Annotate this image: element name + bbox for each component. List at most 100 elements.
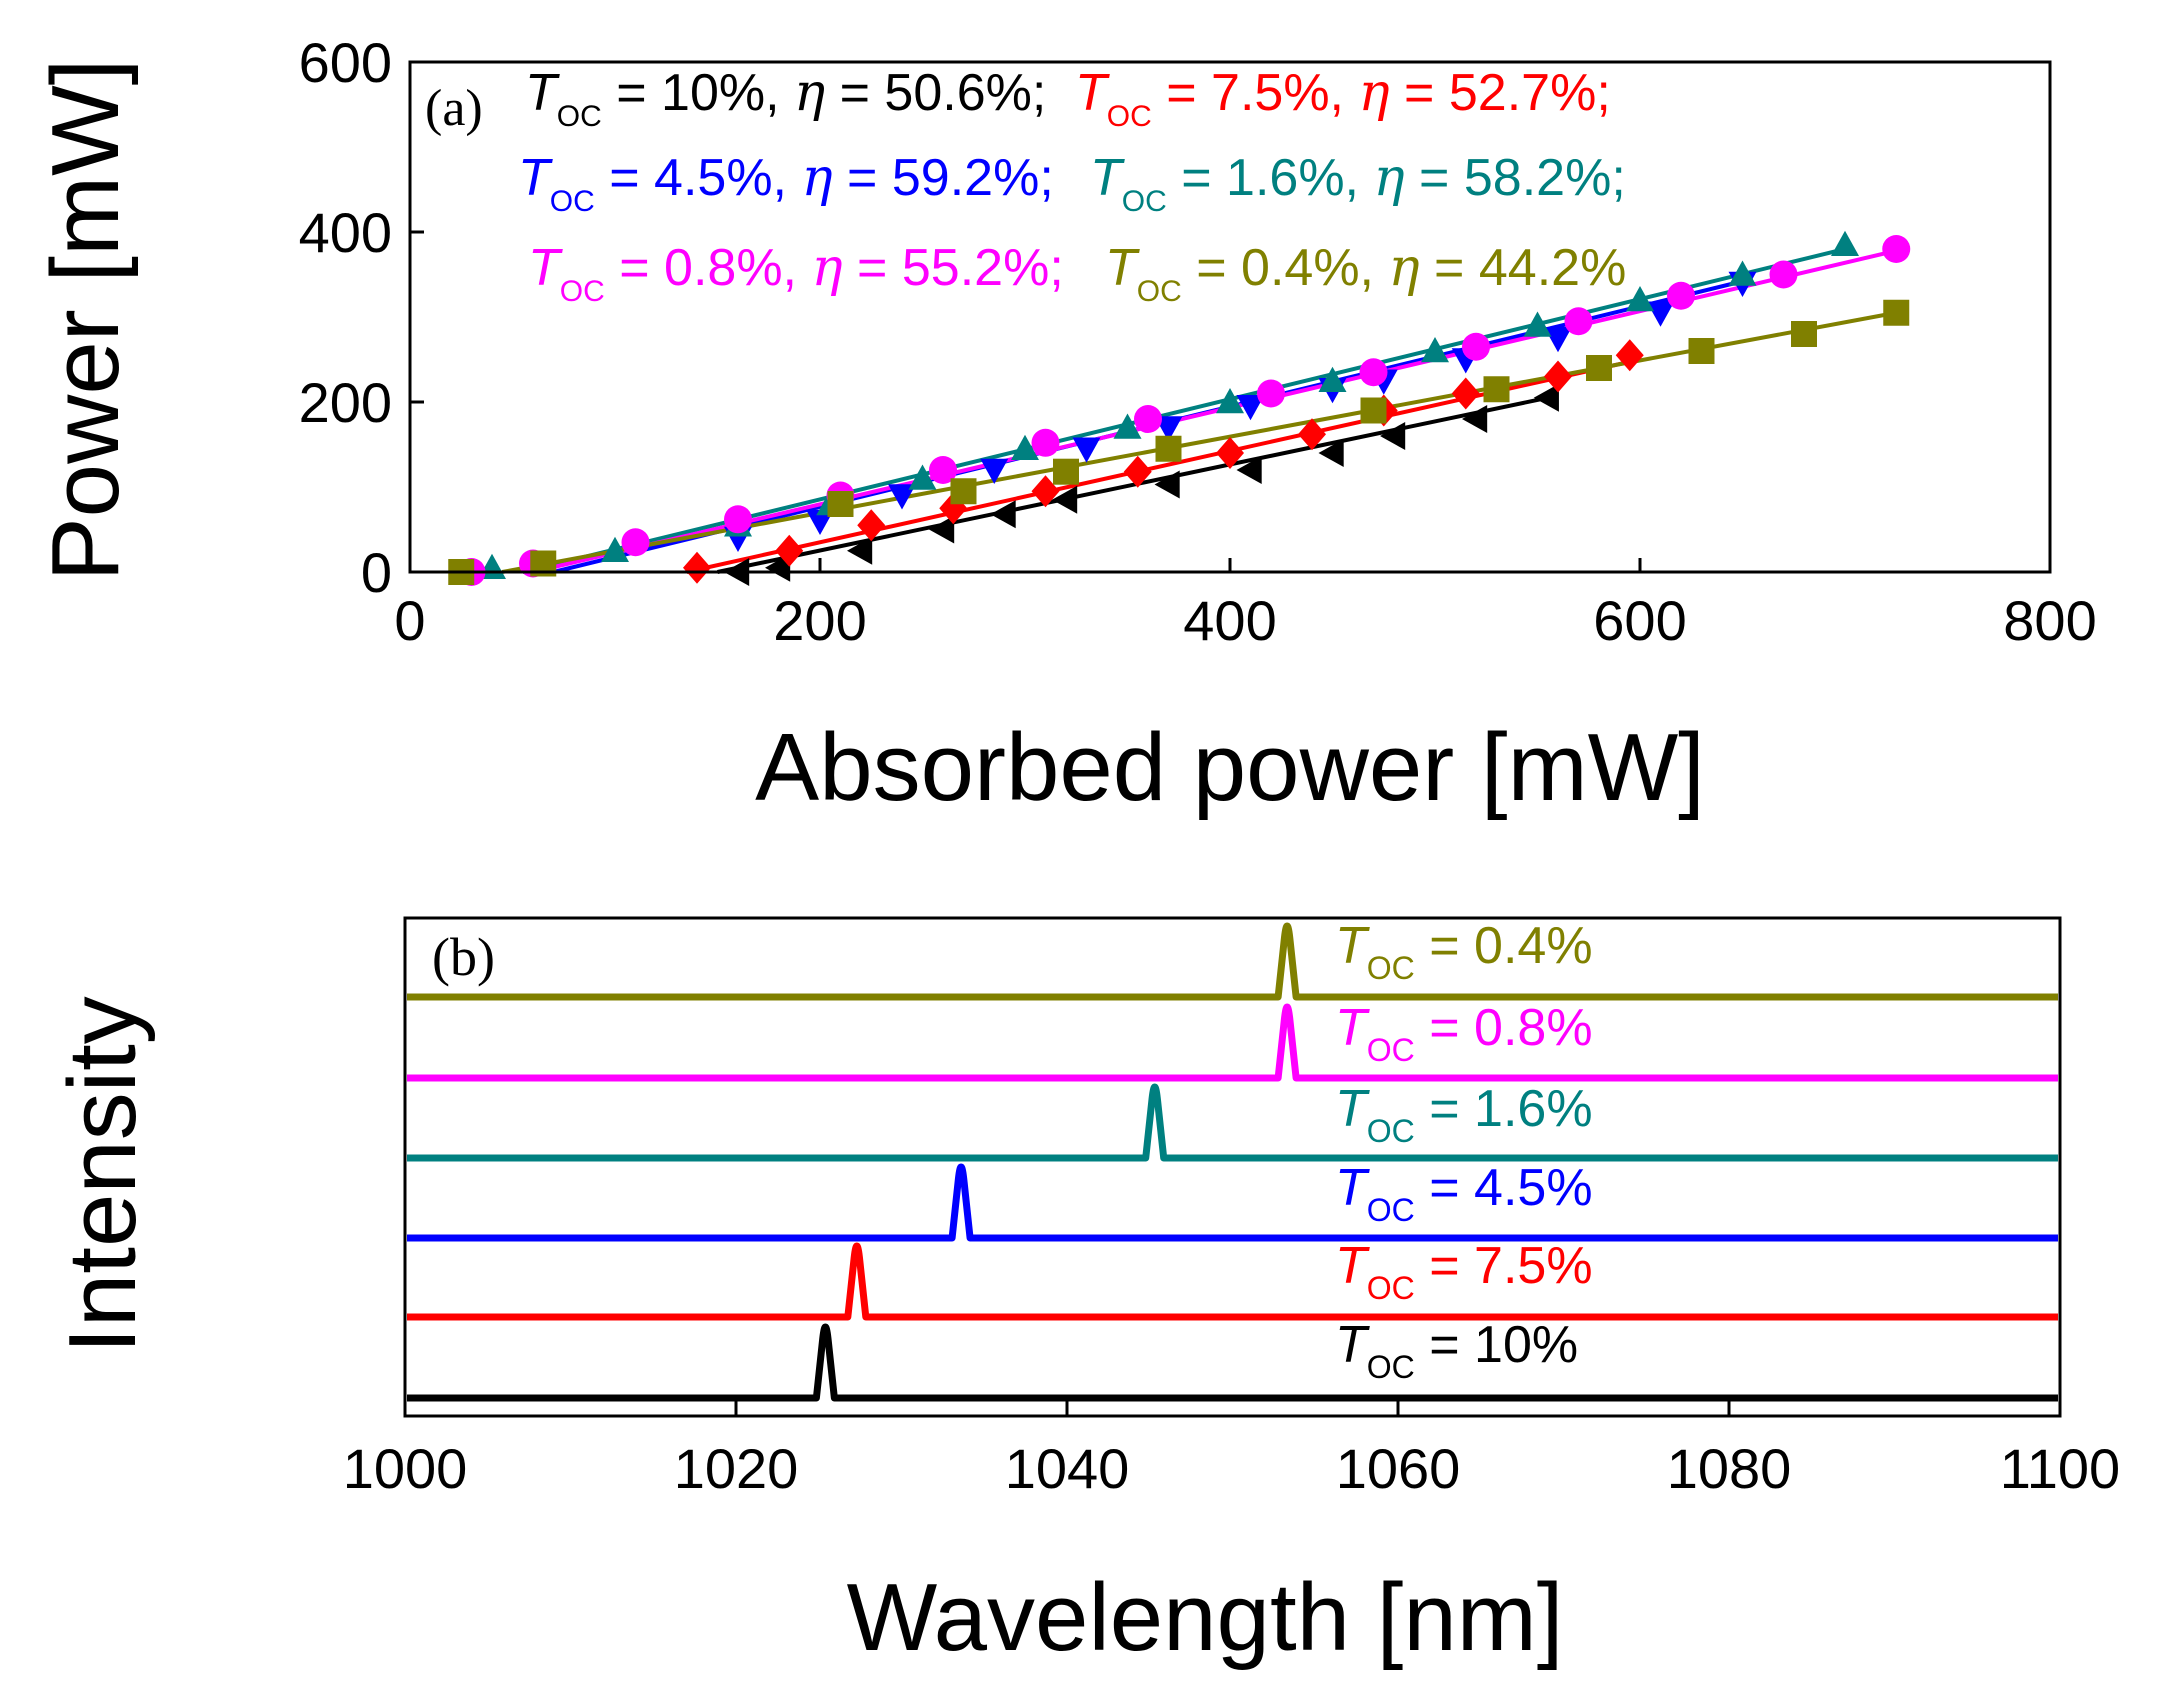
panel-a-y-tick-label: 400 bbox=[299, 201, 392, 264]
data-point bbox=[1380, 422, 1406, 450]
data-point bbox=[1236, 395, 1265, 421]
panel-a-x-axis-label: Absorbed power [mW] bbox=[755, 714, 1705, 821]
data-point bbox=[908, 464, 937, 490]
panel-a-x-tick-label: 0 bbox=[394, 589, 425, 652]
data-point bbox=[775, 534, 804, 567]
data-point bbox=[1216, 437, 1244, 469]
panel-b-plot-frame bbox=[403, 916, 2062, 1418]
data-point bbox=[806, 509, 834, 535]
data-point bbox=[1483, 376, 1510, 403]
data-point bbox=[1257, 379, 1285, 408]
data-point bbox=[888, 484, 916, 510]
spectrum-line bbox=[407, 922, 2058, 1001]
panel-b: 1000 1020 1040 1060 1080 1100 TOC = 0.4%TOC =… bbox=[49, 916, 2120, 1671]
data-point bbox=[1667, 281, 1695, 310]
data-point bbox=[950, 478, 977, 505]
data-point bbox=[1031, 475, 1060, 508]
series-label: TOC = 0.4% bbox=[1335, 917, 1593, 986]
series-label: TOC = 1.6% bbox=[1335, 1080, 1593, 1149]
panel-a-y-tick-label: 200 bbox=[299, 371, 392, 434]
data-point bbox=[1359, 358, 1388, 387]
data-point bbox=[1318, 439, 1344, 467]
fit-line bbox=[501, 310, 1897, 574]
data-point bbox=[847, 536, 873, 565]
spectrum-line bbox=[407, 1163, 2058, 1242]
data-point bbox=[1831, 230, 1859, 256]
annotation-entry: TOC = 0.8%, η = 55.2%; bbox=[528, 238, 1064, 308]
panel-a-annotation: TOC = 10%, η = 50.6%; TOC = 7.5%, η = 52.… bbox=[518, 63, 1626, 308]
data-point bbox=[1236, 456, 1262, 484]
panel-b-x-tick-label: 1100 bbox=[2000, 1437, 2120, 1500]
data-point bbox=[601, 536, 629, 562]
data-point bbox=[1031, 428, 1060, 457]
data-point bbox=[1462, 332, 1490, 361]
panel-a-y-tick-label: 600 bbox=[299, 31, 392, 94]
data-point bbox=[929, 515, 955, 544]
panel-b-ticks: 1000 1020 1040 1060 1080 1100 bbox=[343, 1400, 2120, 1500]
data-point bbox=[1791, 321, 1817, 347]
series-label: TOC = 0.8% bbox=[1335, 999, 1593, 1068]
spectrum-line bbox=[407, 1083, 2058, 1162]
panel-b-spectra bbox=[407, 922, 2058, 1402]
data-point bbox=[1769, 260, 1798, 289]
panel-b-label: (b) bbox=[432, 927, 495, 987]
data-point bbox=[683, 551, 711, 584]
panel-b-x-tick-label: 1020 bbox=[674, 1437, 799, 1500]
spectrum-line bbox=[407, 1242, 2058, 1321]
panel-a-x-tick-label: 600 bbox=[1593, 589, 1686, 652]
annotation-entry: TOC = 0.4%, η = 44.2% bbox=[1105, 238, 1626, 308]
panel-a-plot-frame bbox=[408, 60, 2052, 574]
panel-b-x-tick-label: 1080 bbox=[1667, 1437, 1792, 1500]
data-point bbox=[929, 456, 957, 484]
series-label: TOC = 4.5% bbox=[1335, 1159, 1593, 1228]
panel-b-x-axis-label: Wavelength [nm] bbox=[847, 1564, 1564, 1671]
data-point bbox=[1564, 307, 1593, 336]
panel-a-y-axis-label: Power [mW] bbox=[32, 59, 139, 582]
data-point bbox=[1882, 235, 1911, 263]
panel-a-x-tick-label: 200 bbox=[773, 589, 866, 652]
data-point bbox=[1011, 434, 1039, 460]
data-point bbox=[980, 458, 1009, 484]
data-point bbox=[1155, 435, 1182, 462]
panel-a-ticks: 0 200 400 600 800 0 200 400 600 bbox=[299, 31, 2097, 652]
annotation-entry: TOC = 7.5%, η = 52.7%; bbox=[1075, 63, 1611, 133]
data-point bbox=[1586, 355, 1612, 381]
fit-line bbox=[522, 247, 1846, 574]
panel-a-label: (a) bbox=[425, 80, 483, 137]
data-point bbox=[1615, 339, 1644, 372]
annotation-entry: TOC = 10%, η = 50.6%; bbox=[525, 63, 1046, 133]
annotation-entry: TOC = 4.5%, η = 59.2%; bbox=[518, 148, 1054, 218]
data-point bbox=[1626, 286, 1654, 312]
data-point bbox=[724, 505, 752, 534]
panel-b-y-axis-label: Intensity bbox=[49, 996, 156, 1354]
spectrum-line bbox=[407, 1003, 2058, 1082]
series-label: TOC = 10% bbox=[1335, 1316, 1578, 1385]
data-point bbox=[857, 509, 886, 542]
fit-line bbox=[717, 395, 1549, 574]
data-point bbox=[621, 528, 650, 557]
data-point bbox=[1134, 405, 1162, 433]
panel-a-markers bbox=[448, 230, 1911, 586]
data-point bbox=[1053, 458, 1079, 485]
data-point bbox=[1216, 388, 1244, 414]
data-point bbox=[1298, 418, 1326, 451]
panel-b-x-tick-label: 1060 bbox=[1336, 1437, 1461, 1500]
panel-a: 0 200 400 600 800 0 200 400 600 TOC = 10%, η = 5… bbox=[32, 31, 2097, 821]
data-point bbox=[1113, 413, 1142, 439]
data-point bbox=[1360, 397, 1387, 424]
annotation-entry: TOC = 1.6%, η = 58.2%; bbox=[1090, 148, 1626, 218]
data-point bbox=[1421, 337, 1449, 363]
data-point bbox=[1533, 383, 1559, 412]
data-point bbox=[1451, 377, 1480, 410]
series-label: TOC = 7.5% bbox=[1335, 1237, 1593, 1306]
data-point bbox=[1688, 338, 1715, 364]
panel-b-x-tick-label: 1040 bbox=[1005, 1437, 1130, 1500]
spectrum-line bbox=[407, 1323, 2058, 1402]
data-point bbox=[990, 500, 1016, 529]
data-point bbox=[1072, 437, 1101, 463]
data-point bbox=[765, 553, 791, 582]
data-point bbox=[1318, 366, 1347, 392]
data-point bbox=[1052, 485, 1078, 514]
data-point bbox=[1123, 455, 1152, 488]
